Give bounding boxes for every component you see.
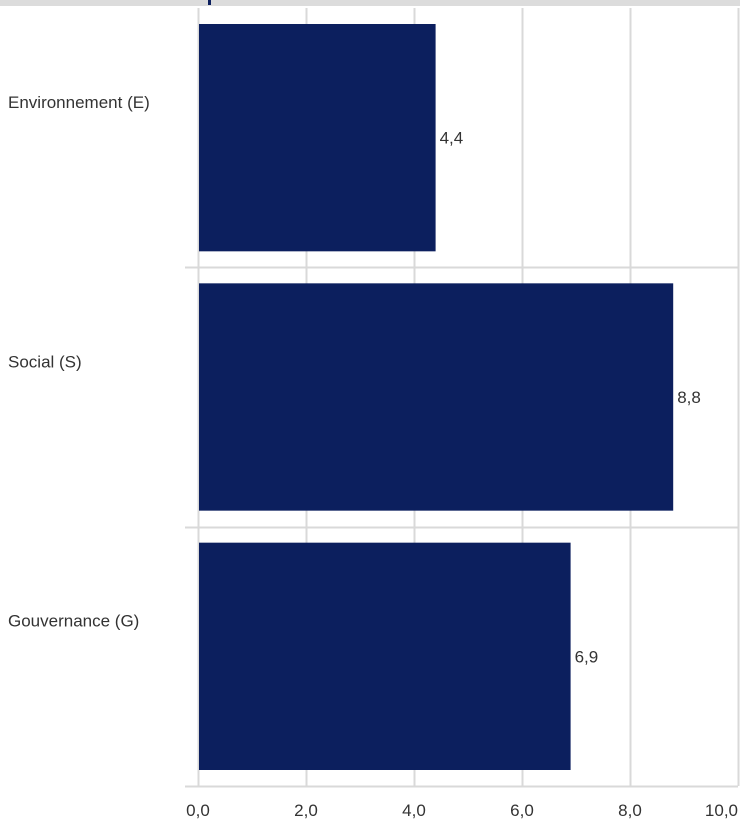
value-label-0: 4,4 [440,129,464,148]
bar-2 [199,542,571,770]
x-tick-label-5: 10,0 [705,801,738,820]
x-tick-label-0: 0,0 [186,801,210,820]
category-label-1: Social (S) [8,352,82,371]
x-tick-label-4: 8,0 [618,801,642,820]
x-axis: 0,0 2,0 4,0 6,0 8,0 10,0 [185,785,738,820]
x-tick-label-1: 2,0 [294,801,318,820]
bar-0 [199,24,436,252]
value-label-1: 8,8 [677,388,701,407]
category-label-0: Environnement (E) [8,93,150,112]
value-label-2: 6,9 [575,647,599,666]
labels-layer: Environnement (E) 4,4 Social (S) 8,8 Gouvern… [8,93,701,666]
top-strip [0,0,740,6]
bars-layer [199,24,674,770]
x-tick-label-2: 4,0 [402,801,426,820]
top-strip-accent [208,0,211,5]
bar-1 [199,283,674,511]
x-tick-label-3: 6,0 [510,801,534,820]
category-label-2: Gouvernance (G) [8,612,139,631]
